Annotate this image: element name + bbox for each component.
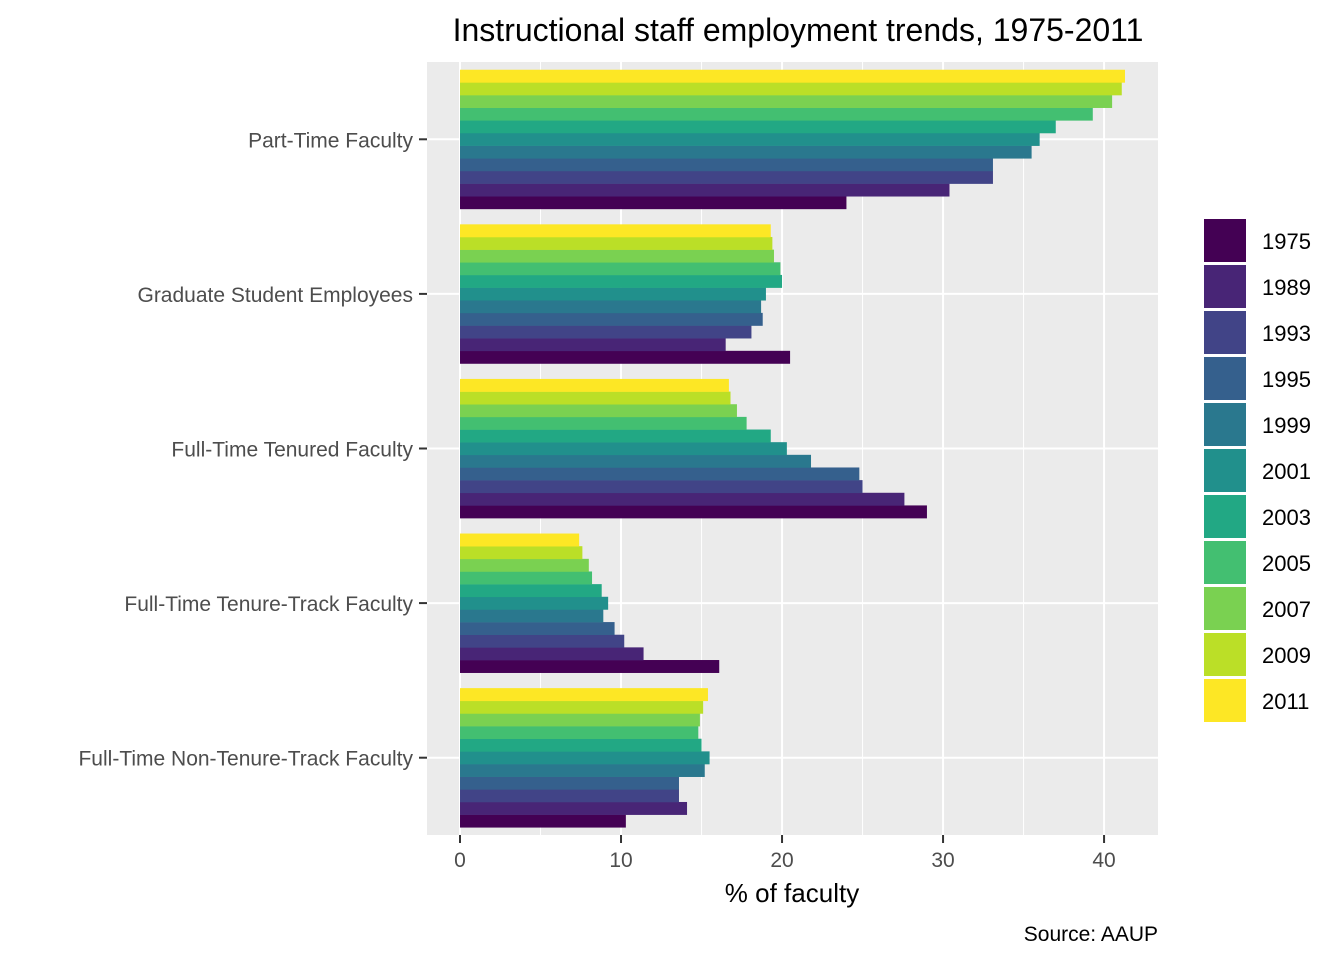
bar-2007 [460,95,1113,108]
x-tick-label: 20 [770,849,793,872]
bar-2009 [460,700,704,714]
bar-2001 [460,287,766,301]
bar-1999 [460,300,762,314]
legend-label: 2003 [1262,505,1311,530]
bar-1993 [460,480,863,494]
bar-2005 [460,571,593,585]
bar-2005 [460,416,747,430]
legend-label: 1975 [1262,229,1311,254]
bar-2007 [460,404,737,418]
legend-key-2011 [1202,677,1248,724]
legend-label: 2009 [1262,643,1311,668]
legend: 1975 1989 1993 1995 1999 2001 2003 2005 2007 2009… [1202,217,1311,724]
bar-2001 [460,751,710,765]
caption: Source: AAUP [1024,923,1158,946]
y-tick-label: Graduate Student Employees [137,284,413,307]
y-tick-label: Part-Time Faculty [248,129,413,152]
bar-2001 [460,132,1040,146]
legend-label: 1993 [1262,321,1311,346]
legend-key-2003 [1202,493,1248,540]
legend-label: 2011 [1262,689,1309,714]
bar-2003 [460,584,602,598]
bar-1975 [460,660,720,673]
legend-key-2007 [1202,585,1248,632]
y-tick-label: Full-Time Tenure-Track Faculty [124,593,413,616]
bar-1975 [460,505,927,519]
bar-1995 [460,158,993,172]
bar-1999 [460,609,604,623]
legend-label: 2005 [1262,551,1311,576]
bar-2001 [460,442,787,456]
legend-key-1999 [1202,401,1248,448]
bar-1995 [460,312,763,326]
bar-1975 [460,196,847,210]
bar-2009 [460,546,583,560]
bar-2001 [460,596,609,610]
bar-1999 [460,454,812,468]
bar-2005 [460,107,1093,121]
bar-1999 [460,764,705,777]
bar-2009 [460,236,773,250]
bar-1995 [460,776,679,790]
bar-2009 [460,82,1122,96]
bar-2011 [460,533,580,547]
bar-1975 [460,814,626,828]
bar-2009 [460,391,731,405]
legend-label: 1999 [1262,413,1311,438]
bar-2005 [460,726,699,740]
bar-1989 [460,338,726,352]
bar-2003 [460,738,702,752]
legend-label: 1995 [1262,367,1311,392]
x-tick-label: 40 [1092,849,1115,872]
legend-label: 2007 [1262,597,1311,622]
bar-2003 [460,274,783,288]
bar-1993 [460,325,752,339]
legend-label: 2001 [1262,459,1311,484]
bar-1995 [460,622,615,636]
bar-1989 [460,801,688,815]
bar-2011 [460,69,1125,83]
x-axis-label: % of faculty [725,878,859,908]
x-tick-label: 0 [454,849,466,872]
bar-1993 [460,634,625,648]
y-tick-label: Full-Time Non-Tenure-Track Faculty [78,748,413,771]
x-tick-label: 30 [931,849,954,872]
y-tick-label: Full-Time Tenured Faculty [171,439,413,462]
bar-2007 [460,249,774,263]
legend-key-1993 [1202,309,1248,356]
bar-1999 [460,145,1032,159]
chart-title: Instructional staff employment trends, 1… [453,12,1144,48]
bar-2007 [460,713,700,727]
bar-1989 [460,183,950,197]
bar-2005 [460,262,781,276]
bar-2011 [460,224,771,238]
bar-1975 [460,350,791,364]
legend-label: 1989 [1262,275,1311,300]
legend-key-1995 [1202,355,1248,402]
bar-1995 [460,467,860,481]
bar-2011 [460,688,708,702]
x-tick-label: 10 [609,849,632,872]
legend-key-2009 [1202,631,1248,678]
bar-1993 [460,789,679,803]
bar-2003 [460,429,771,443]
legend-key-1975 [1202,217,1248,264]
legend-key-2001 [1202,447,1248,494]
bar-1989 [460,647,644,661]
bar-2003 [460,120,1056,134]
legend-key-2005 [1202,539,1248,586]
legend-key-1989 [1202,263,1248,310]
bar-2007 [460,558,589,572]
bar-2011 [460,378,729,392]
bar-1989 [460,492,905,506]
bar-1993 [460,170,993,184]
